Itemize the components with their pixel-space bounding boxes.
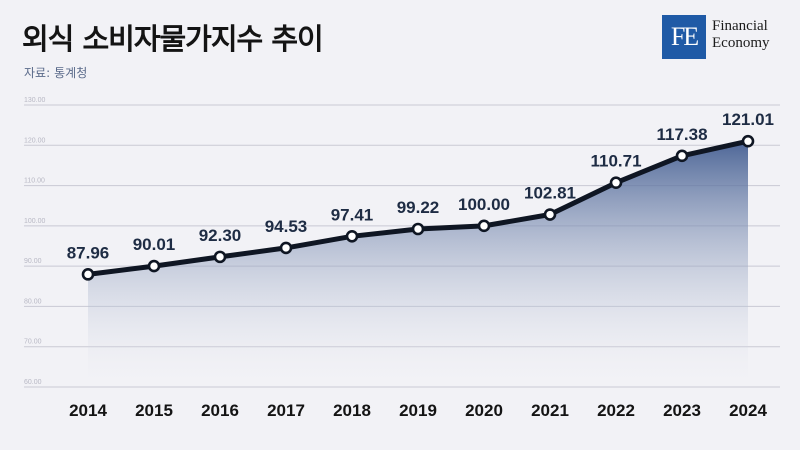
y-tick-label: 130.00 <box>24 97 46 104</box>
y-axis-ticks: 60.00 70.00 80.00 90.00 100.00 110.00 120.00 13… <box>24 97 46 386</box>
data-point <box>675 149 689 163</box>
area-fill <box>88 141 748 387</box>
logo-line-2: Economy <box>712 35 770 51</box>
x-tick-label: 2018 <box>333 401 371 420</box>
y-tick-label: 100.00 <box>24 218 46 225</box>
data-label: 100.00 <box>458 195 510 214</box>
x-tick-label: 2021 <box>531 401 569 420</box>
data-label: 87.96 <box>67 243 110 262</box>
data-label: 102.81 <box>524 184 576 203</box>
y-tick-label: 110.00 <box>24 178 45 185</box>
data-point <box>147 259 161 273</box>
data-point <box>81 268 95 281</box>
data-point <box>345 229 359 243</box>
y-tick-label: 60.00 <box>24 379 42 386</box>
x-tick-label: 2014 <box>69 401 107 420</box>
data-point <box>279 241 293 255</box>
source-note: 자료: 통계청 <box>24 64 87 81</box>
data-label: 117.38 <box>656 125 707 144</box>
x-tick-label: 2020 <box>465 401 503 420</box>
page-title: 외식 소비자물가지수 추이 <box>22 22 324 56</box>
data-point <box>741 134 755 148</box>
data-label: 99.22 <box>397 198 440 217</box>
x-axis-ticks: 2014 2015 2016 2017 2018 2019 2020 2021 2022 2023… <box>69 401 767 420</box>
data-label: 94.53 <box>265 217 308 236</box>
data-point <box>609 176 623 190</box>
logo-wordmark: Financial Economy <box>712 18 770 52</box>
x-tick-label: 2022 <box>597 401 635 420</box>
x-tick-label: 2017 <box>267 401 305 420</box>
x-tick-label: 2024 <box>729 401 767 420</box>
data-label: 121.01 <box>722 110 774 129</box>
data-point <box>213 250 227 264</box>
data-point <box>477 219 491 233</box>
data-label: 110.71 <box>590 152 641 171</box>
source-value: 통계청 <box>54 66 88 80</box>
y-tick-label: 80.00 <box>24 298 42 305</box>
x-tick-label: 2015 <box>135 401 173 420</box>
data-label: 92.30 <box>199 226 242 245</box>
data-labels: 87.96 90.01 92.30 94.53 97.41 99.22 100.00 102.… <box>67 110 774 262</box>
x-tick-label: 2019 <box>399 401 437 420</box>
x-tick-label: 2023 <box>663 401 701 420</box>
data-label: 97.41 <box>331 205 374 224</box>
financial-economy-logo: FE Financial Economy <box>662 15 790 61</box>
source-label: 자료: <box>24 66 51 80</box>
x-tick-label: 2016 <box>201 401 239 420</box>
y-tick-label: 90.00 <box>24 258 42 265</box>
data-label: 90.01 <box>133 235 176 254</box>
logo-line-1: Financial <box>712 18 768 34</box>
data-markers <box>81 134 755 281</box>
logo-mark: FE <box>662 15 706 59</box>
data-point <box>543 208 557 221</box>
y-tick-label: 120.00 <box>24 137 46 144</box>
data-point <box>411 222 425 236</box>
y-tick-label: 70.00 <box>24 339 42 346</box>
